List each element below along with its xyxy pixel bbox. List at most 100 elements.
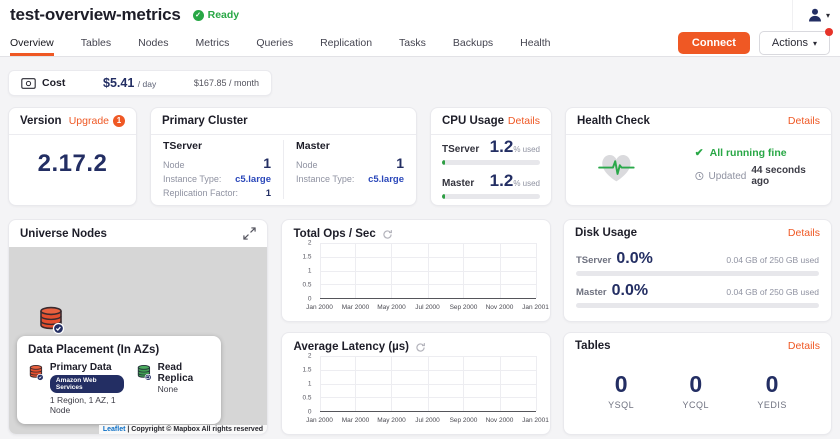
- data-placement-title: Data Placement (In AZs): [28, 344, 160, 356]
- chevron-down-icon: ▾: [812, 38, 817, 48]
- primary-cluster-card: Primary Cluster TServer Node 1 Instance T…: [150, 107, 417, 206]
- upgrade-count-badge: 1: [113, 115, 125, 127]
- expand-icon[interactable]: [243, 227, 256, 240]
- tserver-disk-detail: 0.04 GB of 250 GB used: [726, 255, 819, 265]
- primary-placement-summary: 1 Region, 1 AZ, 1 Node: [49, 395, 116, 415]
- tserver-cpu-value: 1.2% used: [489, 137, 540, 156]
- cpu-details-link[interactable]: Details: [507, 115, 540, 127]
- user-icon: [808, 8, 821, 22]
- clock-icon: [695, 171, 704, 181]
- read-replica-item: Read Replica None: [136, 362, 210, 415]
- tserver-cpu-bar: [442, 160, 540, 165]
- page-title: test-overview-metrics: [10, 5, 181, 24]
- total-ops-title: Total Ops / Sec: [293, 228, 376, 240]
- actions-button[interactable]: Actions ▾: [758, 28, 833, 55]
- tab-queries[interactable]: Queries: [256, 36, 294, 49]
- x-axis: Jan 2000 Mar 2000 May 2000 Jul 2000 Sep 2000…: [306, 417, 549, 424]
- ysql-stat: 0 YSQL: [608, 371, 635, 410]
- notification-dot: [825, 28, 833, 36]
- tab-nodes[interactable]: Nodes: [138, 36, 169, 49]
- tab-tasks[interactable]: Tasks: [399, 36, 426, 49]
- tab-backups[interactable]: Backups: [452, 36, 494, 49]
- cost-per-day: $5.41 / day: [103, 76, 157, 90]
- status-text: Ready: [207, 9, 240, 21]
- tab-metrics[interactable]: Metrics: [195, 36, 230, 49]
- read-replica-value: None: [157, 384, 178, 394]
- master-disk-value: 0.0%: [611, 282, 649, 299]
- replication-factor: 1: [265, 188, 271, 199]
- version-title: Version: [20, 115, 62, 127]
- provider-badge: Amazon Web Services: [49, 375, 124, 393]
- disk-usage-card: Disk Usage Details TServer 0.0% 0.04 GB o…: [563, 219, 832, 322]
- y-axis: 2 1.5 1 0.5 0: [302, 239, 312, 303]
- refresh-icon[interactable]: [382, 229, 393, 240]
- cpu-usage-card: CPU Usage Details TServer 1.2% used Mast…: [430, 107, 552, 206]
- tab-overview[interactable]: Overview: [10, 30, 54, 56]
- average-latency-title: Average Latency (µs): [293, 341, 410, 353]
- tserver-instance-type[interactable]: c5.large: [235, 174, 271, 185]
- top-bar: test-overview-metrics ✓ Ready ▾: [0, 0, 840, 30]
- tables-details-link[interactable]: Details: [787, 340, 820, 352]
- total-ops-chart: 2 1.5 1 0.5 0 Jan 2000 Mar 2000 May 2000 Jul 20…: [294, 239, 549, 313]
- cost-summary: Cost $5.41 / day $167.85 / month: [8, 70, 272, 96]
- map[interactable]: Data Placement (In AZs): [9, 247, 267, 434]
- yedis-stat: 0 YEDIS: [757, 371, 787, 410]
- master-node-count: 1: [396, 155, 404, 171]
- tables-card: Tables Details 0 YSQL 0 YCQL 0: [563, 332, 832, 435]
- check-icon: ✔: [694, 147, 704, 159]
- map-attribution: Leaflet | Copyright © Mapbox All rights …: [98, 425, 267, 434]
- health-updated: Updated 44 seconds ago: [695, 165, 817, 187]
- cost-icon: [21, 77, 36, 89]
- ready-check-icon: ✓: [192, 9, 204, 21]
- tables-title: Tables: [575, 340, 611, 352]
- nav-bar: Overview Tables Nodes Metrics Queries Re…: [0, 28, 840, 57]
- heartbeat-icon: [598, 155, 635, 182]
- disk-details-link[interactable]: Details: [787, 227, 820, 239]
- total-ops-card: Total Ops / Sec 2 1.5 1 0.5 0 Jan 2000 Mar 20…: [280, 219, 551, 322]
- x-axis: Jan 2000 Mar 2000 May 2000 Jul 2000 Sep 2000…: [306, 304, 549, 311]
- tserver-disk-value: 0.0%: [616, 250, 653, 267]
- status-badge: ✓ Ready: [192, 9, 240, 21]
- y-axis: 2 1.5 1 0.5 0: [302, 352, 312, 416]
- user-menu[interactable]: ▾: [791, 0, 830, 30]
- tserver-column: TServer Node 1 Instance Type: c5.large Rep…: [163, 140, 271, 199]
- master-cpu-value: 1.2% used: [489, 171, 540, 190]
- chevron-down-icon: ▾: [825, 10, 830, 20]
- read-replica-icon: [137, 365, 152, 381]
- version-value: 2.17.2: [37, 150, 108, 177]
- health-title: Health Check: [577, 115, 650, 127]
- plot-area: [319, 356, 537, 412]
- refresh-icon[interactable]: [415, 342, 426, 353]
- leaflet-link[interactable]: Leaflet: [102, 426, 126, 433]
- tserver-disk-bar: [576, 271, 819, 276]
- plot-area: [319, 243, 537, 299]
- universe-nodes-card: Universe Nodes Data Placement (In AZs): [8, 219, 268, 435]
- tab-health[interactable]: Health: [520, 36, 551, 49]
- master-column: Master Node 1 Instance Type: c5.large: [283, 140, 404, 199]
- primary-data-icon: [29, 365, 44, 381]
- tab-tables[interactable]: Tables: [80, 36, 112, 49]
- health-status: ✔ All running fine: [694, 147, 787, 159]
- version-card: Version Upgrade 1 2.17.2: [8, 107, 137, 206]
- cost-per-month: $167.85 / month: [193, 78, 259, 88]
- ycql-stat: 0 YCQL: [682, 371, 709, 410]
- master-instance-type[interactable]: c5.large: [368, 174, 404, 185]
- connect-button[interactable]: Connect: [677, 32, 750, 54]
- main-content: Cost $5.41 / day $167.85 / month Version…: [0, 70, 840, 435]
- master-cpu-bar: [442, 194, 540, 199]
- upgrade-link[interactable]: Upgrade 1: [69, 115, 125, 127]
- node-marker-icon[interactable]: [37, 305, 65, 335]
- cpu-title: CPU Usage: [442, 115, 504, 127]
- actions-label: Actions: [771, 37, 808, 49]
- tab-replication[interactable]: Replication: [320, 36, 373, 49]
- primary-data-item: Primary Data Amazon Web Services 1 Regio…: [28, 362, 124, 415]
- master-disk-detail: 0.04 GB of 250 GB used: [726, 287, 819, 297]
- health-check-card: Health Check Details ✔ All running fine: [565, 107, 832, 206]
- disk-title: Disk Usage: [575, 227, 638, 239]
- health-details-link[interactable]: Details: [787, 115, 820, 127]
- data-placement-panel: Data Placement (In AZs): [17, 336, 221, 424]
- tserver-node-count: 1: [263, 155, 271, 171]
- primary-cluster-title: Primary Cluster: [162, 115, 248, 127]
- tab-strip: Overview Tables Nodes Metrics Queries Re…: [10, 30, 551, 56]
